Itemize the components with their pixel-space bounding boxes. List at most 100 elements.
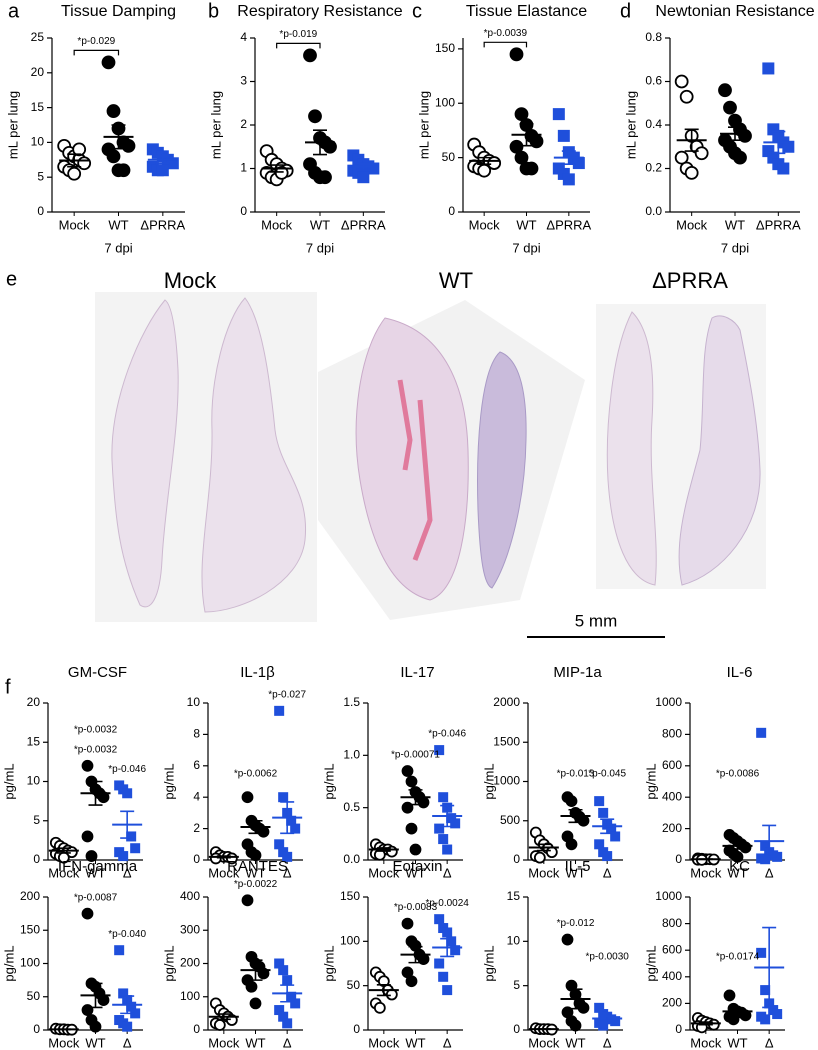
lung-section [477,351,527,589]
x-tick-label: Mock [469,217,501,232]
chart-panel: b Respiratory Resistance mL per lung 0 1 2 3 4 M… [208,0,403,255]
x-tick-label: WT [516,217,536,232]
y-axis-label: mL per lung [5,91,20,159]
error-bar [536,843,551,852]
chart-title: Respiratory Resistance [237,3,403,20]
x-tick-label: Mock [690,865,722,880]
x-axis-label: 7 dpi [104,240,132,255]
y-tick-label: 0.0 [343,852,360,866]
data-point [274,839,285,850]
y-tick-label: 0.6 [645,74,662,88]
annotation: *p-0.0062 [234,768,278,779]
error-bar [684,128,699,152]
x-tick-label: Δ [603,865,612,880]
annotation: *p-0.019 [279,29,317,40]
x-tick-label: Mock [48,865,80,880]
chart-panel: IL-5 pg/mL 0 5 10 15 Mock WT Δ *p-0.012 *p-0.0030 [481,858,629,1050]
chart-panel: d Newtonian Resistance mL per lung 0.0 0.2 0.… [620,0,815,255]
data-point [241,894,254,907]
chart-panel: c Tissue Elastance mL per lung 0 50 100 150 Moc… [412,0,592,255]
y-tick-label: 500 [500,813,520,827]
y-tick-label: 1.5 [343,695,360,709]
data-point [446,813,457,824]
x-axis-label: 7 dpi [306,240,334,255]
y-tick-label: 200 [180,956,200,970]
x-tick-label: Δ [443,1035,452,1050]
data-point [557,129,570,142]
histology-panel: e Mock WT ΔPRRA 5 mm [6,268,766,638]
data-point [674,74,689,89]
annotation: *p-0.029 [77,36,115,47]
chart-title: IFN-gamma [58,858,138,875]
y-tick-label: 2 [240,117,247,131]
section-title: WT [439,268,473,293]
data-point [357,171,370,184]
data-point [118,988,129,999]
x-tick-label: Mock [208,865,240,880]
data-point [739,841,752,854]
annotation: *p-0.0024 [425,898,469,909]
data-point [97,994,110,1006]
y-tick-label: 1000 [493,774,520,788]
y-tick-label: 50 [27,989,41,1003]
y-tick-label: 5 [513,978,520,992]
error-bar [771,130,786,155]
data-point [81,1004,94,1016]
error-bar [376,847,391,852]
x-tick-label: ΔPRRA [546,217,591,232]
data-point [156,164,169,177]
y-tick-label: 0 [240,204,247,218]
y-tick-label: 4 [193,789,200,803]
data-point [278,1011,289,1022]
data-point [274,705,285,716]
error-bar [440,804,455,828]
y-tick-label: 0 [193,852,200,866]
y-tick-label: 200 [662,996,682,1010]
data-point [241,791,254,804]
error-bar [280,801,295,835]
data-point [694,146,709,161]
x-axis-label: 7 dpi [512,240,540,255]
data-point [477,163,492,178]
chart-title: Tissue Damping [61,3,176,20]
chart-panel: IL-1β pg/mL 0 2 4 6 8 10 Mock WT Δ *p-0.0062 *p-0.02… [161,664,306,880]
x-tick-label: Mock [676,217,708,232]
y-tick-label: 150 [340,889,360,903]
y-tick-label: 0 [33,1022,40,1036]
error-bar [477,156,492,165]
y-axis-label: pg/mL [643,763,658,799]
y-tick-label: 4 [240,30,247,44]
x-tick-label: Mock [368,865,400,880]
y-tick-label: 15 [507,889,521,903]
error-bar [408,789,423,806]
y-axis-label: pg/mL [161,763,176,799]
x-tick-label: WT [725,217,745,232]
x-tick-label: Δ [123,865,132,880]
data-point [130,843,141,854]
data-point [442,927,453,938]
error-bar [519,123,534,147]
data-point [565,795,578,808]
x-tick-label: WT [245,865,265,880]
y-tick-label: 6 [193,758,200,772]
chart-panel: a Tissue Damping mL per lung 0 5 10 15 20 25 Mock… [5,0,185,255]
error-bar [356,162,371,170]
error-bar [561,150,576,165]
x-tick-label: ΔPRRA [756,217,801,232]
data-point [409,843,422,856]
y-axis-label: pg/mL [321,763,336,799]
data-point [303,48,317,63]
data-point [434,914,445,925]
x-tick-label: WT [85,865,105,880]
y-tick-label: 0.8 [645,30,662,44]
data-point [118,851,129,862]
data-point [598,1020,609,1031]
y-tick-label: 1000 [655,695,682,709]
panel-letter: c [412,0,422,22]
annotation: *p-0.0022 [234,879,278,890]
y-tick-label: 600 [662,942,682,956]
y-tick-label: 1500 [493,734,520,748]
x-tick-label: Mock [261,217,293,232]
error-bar [600,818,615,835]
